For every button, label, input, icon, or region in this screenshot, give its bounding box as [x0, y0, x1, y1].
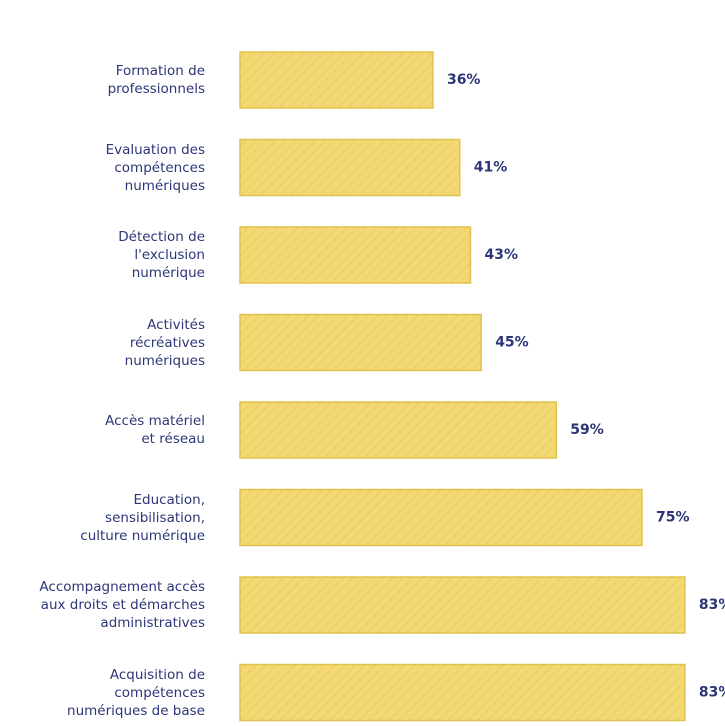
bar-hatch	[240, 489, 642, 546]
value-label: 45%	[495, 335, 529, 351]
value-label: 83%	[699, 597, 725, 613]
bar-hatch	[240, 227, 471, 283]
value-label: 43%	[484, 247, 518, 263]
value-label: 83%	[699, 685, 725, 701]
value-label: 36%	[447, 72, 481, 88]
value-label: 75%	[656, 510, 690, 526]
category-label: Education, sensibilisation, culture numé…	[80, 491, 205, 544]
category-label: Evaluation des compétences numériques	[105, 141, 205, 194]
category-label: Accompagnement accès aux droits et démar…	[39, 579, 205, 631]
category-label: Acquisition de compétences numériques de…	[67, 666, 205, 719]
bar-hatch	[240, 577, 685, 633]
value-label: 41%	[474, 160, 508, 176]
category-label: Formation de professionnels	[107, 63, 205, 97]
bar-hatch	[240, 402, 557, 458]
category-label: Accès matériel et réseau	[105, 413, 205, 447]
bar-hatch	[240, 139, 460, 196]
bar-hatch	[240, 314, 482, 371]
category-label: Détection de l'exclusion numérique	[118, 229, 205, 281]
value-label: 59%	[570, 422, 604, 438]
category-label: Activités récréatives numériques	[124, 316, 205, 369]
bar-hatch	[240, 664, 685, 721]
bar-hatch	[240, 52, 433, 108]
